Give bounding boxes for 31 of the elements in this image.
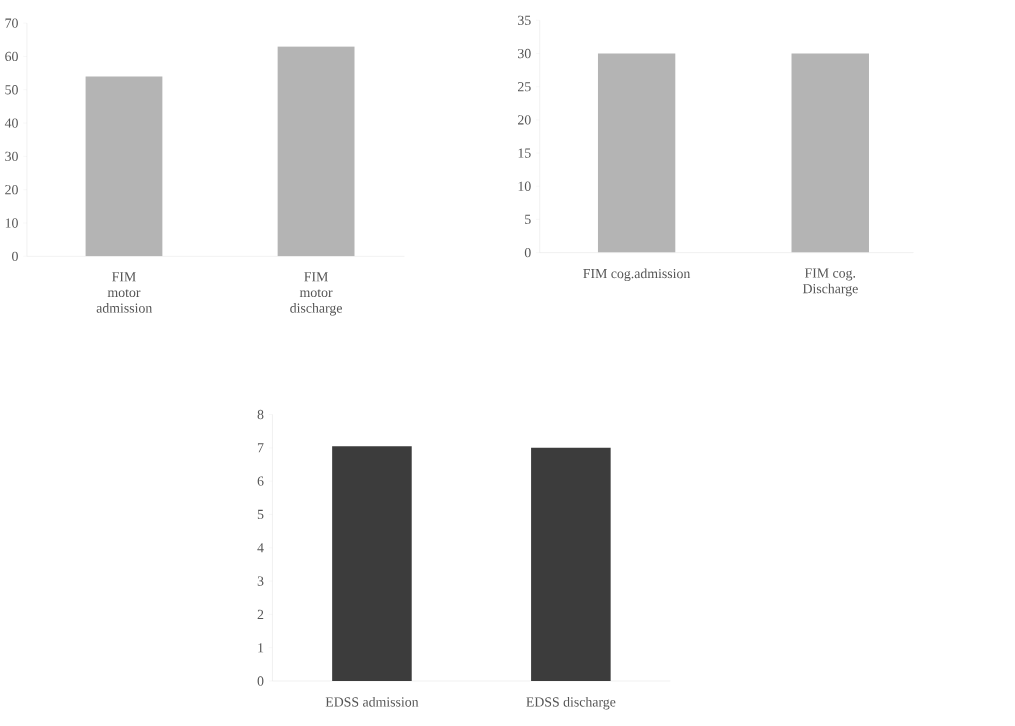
y-tick-label: 10 [5,218,18,228]
y-tick-label: 30 [518,48,531,59]
y-tick-label: 0 [12,251,18,261]
y-tick-label: 0 [524,247,531,258]
y-tick-label: 20 [5,184,18,195]
y-tick-label: 15 [518,148,531,158]
y-tick-label: 4 [257,543,264,553]
y-tick-label: 10 [518,181,531,191]
y-tick-label: 30 [5,151,18,161]
y-tick-label: 6 [257,476,264,486]
y-tick-label: 35 [518,15,531,25]
y-tick-label: 3 [257,576,264,586]
y-tick-label: 20 [518,115,531,125]
y-tick-label: 0 [257,676,264,686]
x-tick-label: EDSS admission [325,696,419,707]
y-tick-label: 40 [4,118,18,128]
y-tick-label: 5 [525,214,531,224]
x-tick-label: FIM cog. Discharge [802,268,858,297]
x-tick-label: FIM motor admission [96,272,153,313]
y-tick-label: 7 [257,443,264,453]
y-tick-label: 2 [257,609,264,619]
y-tick-label: 1 [258,642,264,653]
x-tick-label: FIM cog.admission [583,268,691,281]
y-tick-label: 50 [5,84,18,95]
y-tick-label: 5 [257,509,264,519]
x-tick-label: EDSS discharge [526,696,616,710]
y-tick-label: 25 [518,81,531,92]
x-tick-label: FIM motor discharge [290,272,342,316]
y-tick-label: 60 [5,51,18,61]
y-tick-label: 8 [257,409,264,420]
y-tick-label: 70 [5,18,18,28]
